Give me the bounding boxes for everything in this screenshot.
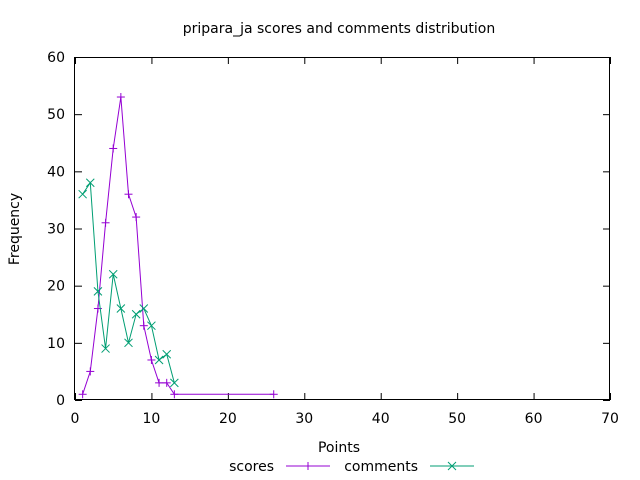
legend-label-scores: scores [229, 459, 274, 475]
x-tick-label: 60 [525, 411, 543, 427]
data-point-scores [124, 190, 133, 199]
x-tick-label: 10 [143, 411, 161, 427]
y-tick-label: 10 [47, 336, 65, 352]
series-line-scores [82, 96, 274, 395]
data-point-comments [78, 189, 87, 199]
data-point-scores [170, 390, 179, 399]
x-axis-ticks: 0 10 20 30 40 50 60 70 [71, 57, 619, 427]
data-point-scores [101, 218, 110, 227]
data-point-comments [170, 378, 179, 388]
data-point-comments [101, 344, 110, 353]
legend: scores comments [229, 459, 474, 475]
data-point-scores [116, 93, 125, 102]
data-point-scores [139, 321, 148, 330]
x-tick-label: 30 [295, 411, 313, 427]
legend-sample-comments [430, 461, 474, 471]
data-point-scores [155, 378, 164, 387]
series-line-comments [82, 181, 175, 383]
data-point-scores [147, 355, 156, 364]
data-point-scores [162, 378, 171, 387]
legend-marker-scores [304, 462, 312, 470]
data-point-comments [124, 338, 133, 348]
data-point-comments [162, 349, 172, 359]
y-tick-label: 40 [47, 164, 65, 180]
data-point-scores [132, 213, 141, 222]
x-tick-label: 70 [601, 411, 619, 427]
data-point-scores [78, 390, 87, 399]
y-tick-label: 20 [47, 279, 65, 295]
data-point-scores [109, 144, 118, 153]
series-layer [78, 93, 278, 399]
y-axis-label: Frequency [7, 193, 23, 265]
series-scores [78, 93, 278, 399]
legend-sample-scores [286, 462, 330, 470]
data-point-comments [131, 309, 141, 319]
y-tick-label: 0 [56, 393, 65, 409]
legend-label-comments: comments [344, 459, 418, 475]
x-tick-label: 40 [372, 411, 390, 427]
data-point-comments [93, 287, 103, 296]
x-tick-label: 0 [71, 411, 80, 427]
y-tick-label: 50 [47, 107, 65, 123]
chart-title: pripara_ja scores and comments distribut… [183, 21, 495, 37]
y-axis-ticks: 0 10 20 30 40 50 60 [47, 50, 610, 409]
data-point-comments [108, 269, 118, 279]
x-axis-label: Points [318, 440, 360, 456]
data-point-scores [86, 367, 95, 376]
data-point-comments [154, 355, 164, 365]
plot-frame [74, 57, 610, 400]
data-point-comments [139, 304, 149, 313]
y-tick-label: 60 [47, 50, 65, 66]
series-comments [78, 178, 179, 388]
data-point-scores [269, 390, 278, 399]
data-point-comments [147, 321, 156, 331]
legend-marker-comments [447, 461, 457, 471]
y-tick-label: 30 [47, 222, 65, 238]
x-tick-label: 20 [219, 411, 237, 427]
data-point-comments [85, 178, 95, 188]
data-point-comments [116, 304, 126, 313]
x-tick-label: 50 [448, 411, 466, 427]
